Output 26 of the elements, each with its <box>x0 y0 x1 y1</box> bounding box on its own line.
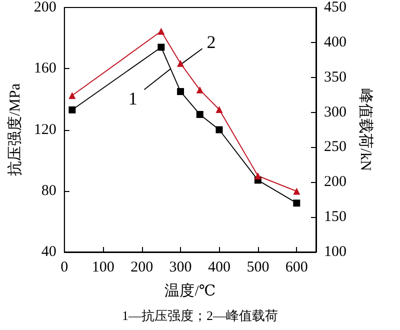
y-tick-label: 160 <box>34 60 56 77</box>
y2-tick-label: 150 <box>324 209 346 226</box>
y2-tick-label: 250 <box>324 139 346 156</box>
y-tick-label: 80 <box>41 182 56 199</box>
y-tick-label: 120 <box>34 122 56 138</box>
x-tick-label: 600 <box>285 260 308 276</box>
text: 1—抗压强度；2—峰值载荷 <box>122 308 278 323</box>
x-tick-label: 200 <box>130 260 154 276</box>
y2-tick-label: 200 <box>324 174 346 190</box>
x-tick-label: 0 <box>60 260 68 276</box>
y2-tick-label: 450 <box>324 0 346 16</box>
y2-axis-title: 峰值载荷/kN <box>356 88 374 172</box>
y2-tick-label: 350 <box>324 69 346 86</box>
y2-tick-label: 100 <box>324 244 346 260</box>
y-tick-label: 40 <box>41 244 56 260</box>
annotation: 2 <box>206 32 216 52</box>
x-axis-title: 温度/℃ <box>164 282 216 300</box>
x-tick-label: 400 <box>208 260 230 276</box>
x-tick-label: 500 <box>246 260 270 276</box>
x-tick-label: 300 <box>169 260 192 276</box>
annotation: 1 <box>128 88 138 109</box>
y-tick-label: 200 <box>34 0 56 16</box>
y2-tick-label: 400 <box>324 34 346 50</box>
y2-tick-label: 300 <box>324 104 346 120</box>
y-axis-title: 抗压强度/MPa <box>6 83 24 176</box>
x-tick-label: 100 <box>92 260 114 276</box>
